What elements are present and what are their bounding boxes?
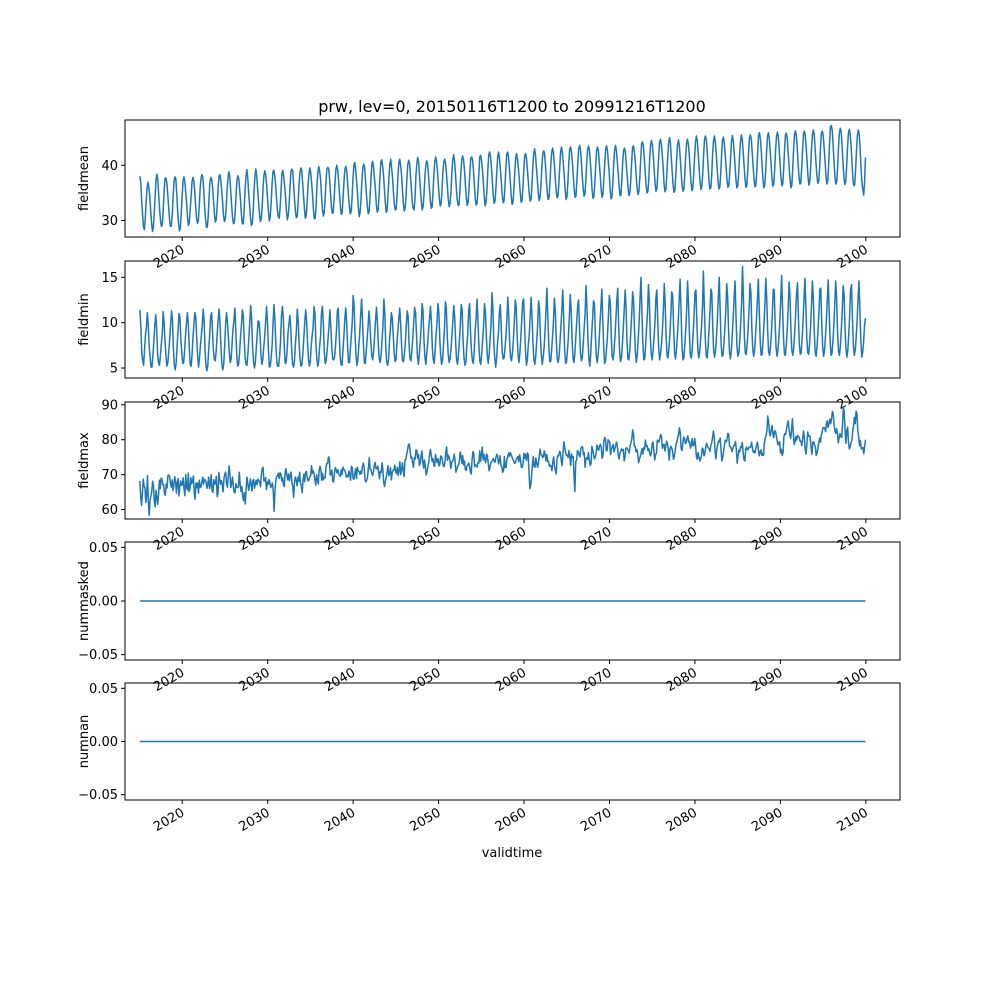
y-tick-label: 0.05 — [89, 541, 118, 556]
y-tick-label: −0.05 — [78, 648, 118, 663]
y-axis-label-numnan: numnan — [77, 715, 92, 769]
axes-frame-fieldmin — [124, 260, 901, 379]
y-tick-label: 0.00 — [89, 735, 118, 750]
y-tick-label: 40 — [101, 159, 118, 174]
y-axis-label-fieldmin: fieldmin — [77, 293, 92, 346]
y-tick-label: 30 — [101, 214, 118, 229]
y-tick-label: 5 — [110, 362, 118, 377]
axes-frame-fieldmax — [124, 401, 901, 520]
series-line-fieldmax — [139, 406, 867, 516]
axes-frame-fieldmean — [124, 119, 901, 238]
y-tick-label: 60 — [101, 503, 118, 518]
series-line-fieldmin — [139, 265, 867, 372]
y-axis-label-fieldmax: fieldmax — [77, 432, 92, 489]
y-tick-label: 10 — [101, 316, 118, 331]
x-axis-label: validtime — [482, 846, 543, 861]
y-tick-label: 80 — [101, 433, 118, 448]
figure-title: prw, lev=0, 20150116T1200 to 20991216T12… — [318, 97, 706, 116]
y-tick-label: 90 — [101, 398, 118, 413]
y-tick-label: 15 — [101, 271, 118, 286]
y-axis-label-nummasked: nummasked — [77, 561, 92, 641]
series-line-fieldmean — [139, 124, 867, 233]
y-tick-label: −0.05 — [78, 788, 118, 803]
y-tick-label: 0.00 — [89, 595, 118, 610]
y-axis-label-fieldmean: fieldmean — [77, 146, 92, 211]
y-tick-label: 70 — [101, 468, 118, 483]
y-tick-label: 0.05 — [89, 682, 118, 697]
